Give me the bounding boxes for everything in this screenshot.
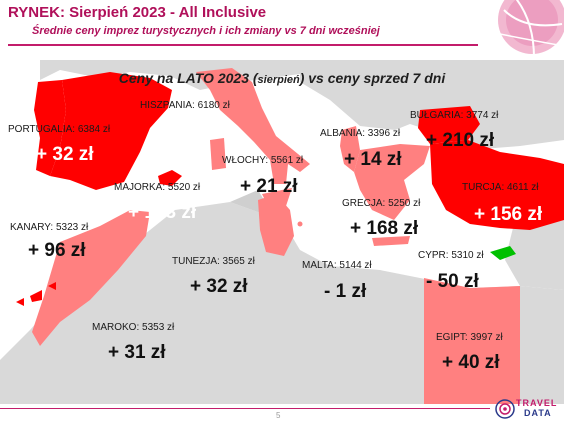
map-title: Ceny na LATO 2023 (sierpień) vs ceny spr… [118,70,446,86]
region-cyprus [490,246,516,260]
region-portugal [34,80,66,176]
region-italy [196,68,310,184]
label-majorka: MAJORKA: 5520 zł [114,182,201,193]
travel-data-logo-icon [495,399,515,419]
label-maroko: MAROKO: 5353 zł [92,322,175,333]
change-kanary: + 96 zł [28,240,86,261]
label-hiszpania: HISZPANIA: 6180 zł [140,100,230,111]
land-balkans [300,60,564,150]
change-cypr: - 50 zł [426,271,479,292]
label-egipt: EGIPT: 3997 zł [436,332,503,343]
change-egipt: + 40 zł [442,352,500,373]
region-spain [50,72,172,190]
region-canary-2 [30,290,42,302]
label-malta: MALTA: 5144 zł [302,260,372,271]
region-sardinia [210,138,226,170]
label-bulgaria: BUŁGARIA: 3774 zł [410,110,499,121]
label-portugalia: PORTUGALIA: 6384 zł [8,124,111,135]
label-cypr: CYPR: 5310 zł [418,250,484,261]
slide-subtitle: Średnie ceny imprez turystycznych i ich … [32,25,380,37]
logo-text-data: DATA [524,408,552,418]
header-divider [8,44,478,46]
label-kanary: KANARY: 5323 zł [10,222,89,233]
region-malta [297,221,303,227]
change-bulgaria: + 210 zł [426,130,495,151]
change-tunezja: + 32 zł [190,276,248,297]
slide-title: RYNEK: Sierpień 2023 - All Inclusive [8,4,267,21]
region-canary-1 [16,298,24,306]
region-bulgaria [418,106,480,144]
region-tunisia [258,194,294,256]
footer-divider [0,408,490,409]
label-wlochy: WŁOCHY: 5561 zł [222,155,304,166]
region-albania [340,126,360,172]
change-maroko: + 31 zł [108,342,166,363]
travel-data-logo: TRAVEL DATA [492,398,564,423]
logo-text-travel: TRAVEL [516,398,558,408]
change-grecja: + 168 zł [350,218,419,239]
change-hiszpania: + 106 zł [154,120,223,141]
land-algeria [230,190,300,250]
region-crete [372,236,410,246]
change-portugalia: + 32 zł [36,144,94,165]
region-canary-3 [48,282,56,290]
label-tunezja: TUNEZJA: 3565 zł [172,256,255,267]
change-majorka: + 133 zł [128,202,197,223]
region-greece [354,144,430,220]
label-grecja: GRECJA: 5250 zł [342,198,421,209]
label-turcja: TURCJA: 4611 zł [462,182,539,193]
region-morocco [32,210,150,346]
mediterranean-map [0,60,564,404]
page-number: 5 [276,411,281,420]
region-majorca [158,170,182,186]
change-turcja: + 156 zł [474,204,543,225]
change-malta: - 1 zł [324,281,367,302]
globe-decoration-icon [498,0,564,59]
change-wlochy: + 21 zł [240,176,298,197]
change-albania: + 14 zł [344,149,402,170]
region-turkey [430,140,564,230]
region-egypt [424,278,520,404]
label-albania: ALBANIA: 3396 zł [320,128,401,139]
land-north-africa [0,202,564,404]
